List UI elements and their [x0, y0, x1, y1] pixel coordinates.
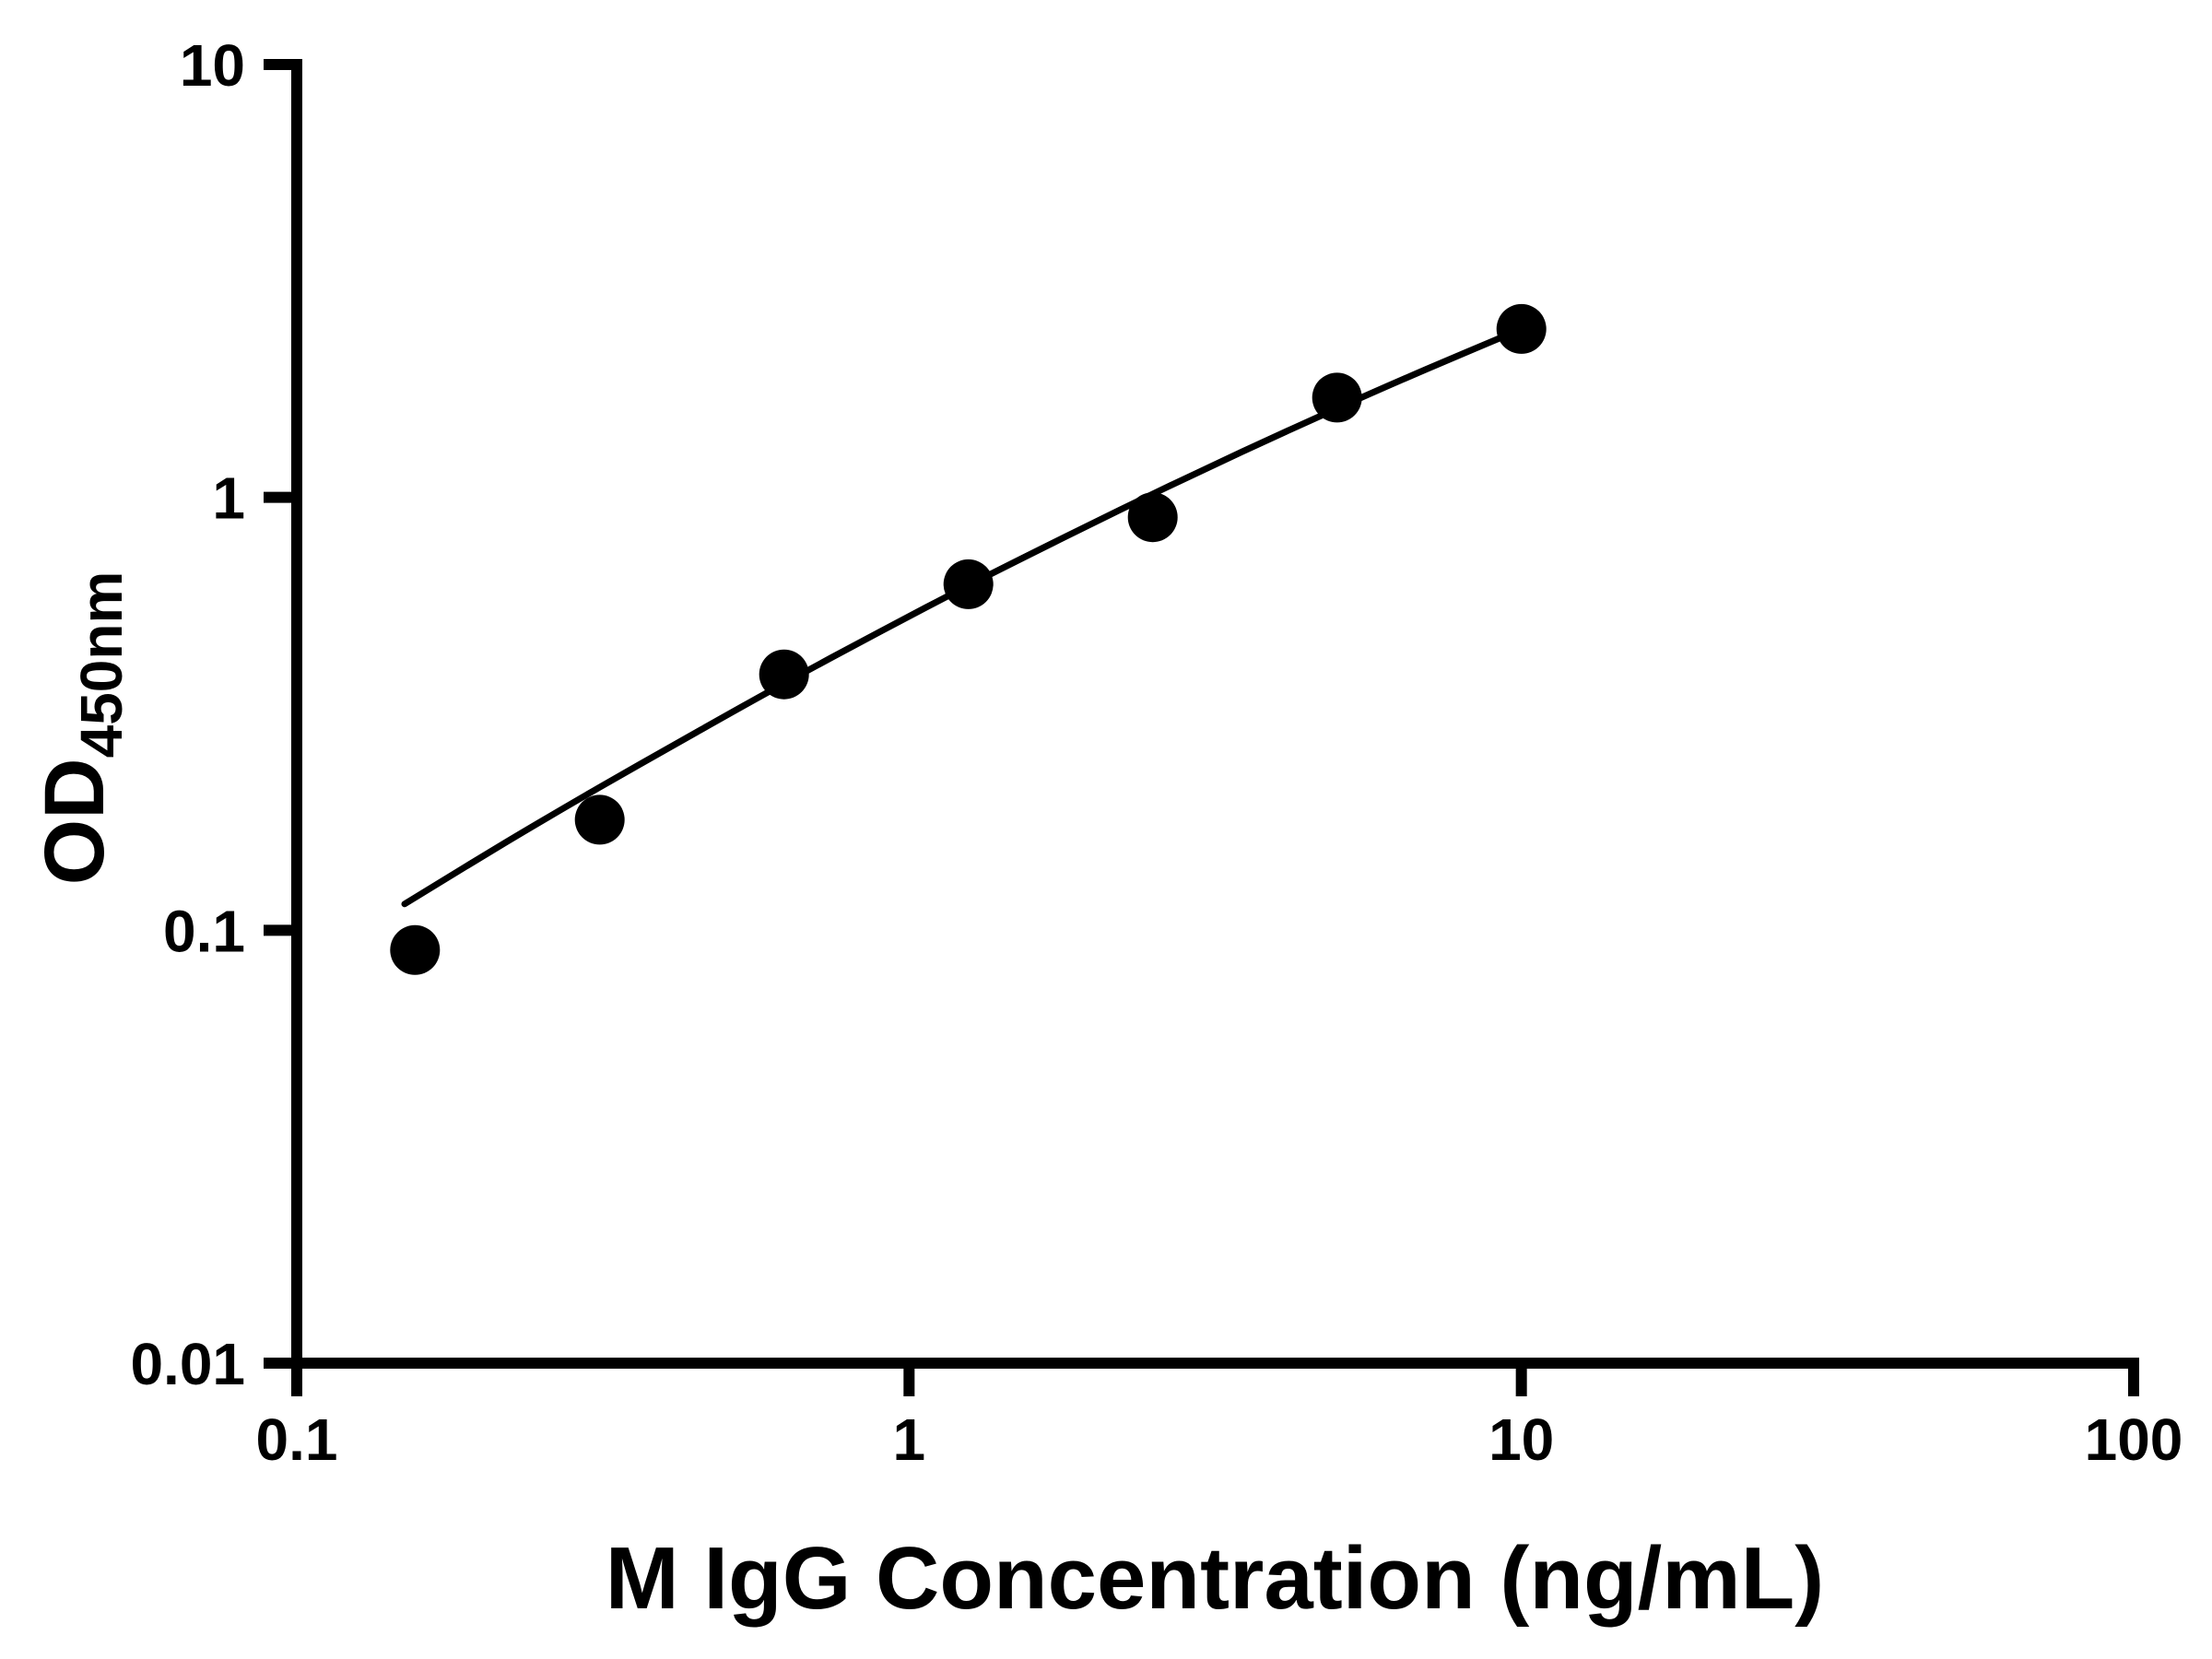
x-tick-label: 1	[893, 1406, 926, 1473]
data-point	[943, 559, 994, 609]
data-point	[1496, 303, 1547, 354]
data-point	[759, 649, 809, 700]
axis-lines	[291, 59, 2139, 1369]
y-axis-title-sub: 450nm	[68, 571, 135, 759]
data-point	[574, 794, 625, 845]
data-point	[1127, 492, 1178, 543]
axes-layer	[291, 59, 2139, 1369]
series-layer	[390, 303, 1547, 975]
x-tick-label: 0.1	[256, 1406, 338, 1473]
y-tick-label: 0.1	[163, 898, 245, 964]
y-tick-label: 1	[212, 465, 245, 532]
y-axis-title: OD450nm	[28, 571, 135, 886]
x-tick-label: 100	[2085, 1406, 2183, 1473]
y-tick-label: 10	[180, 32, 245, 99]
data-point	[390, 924, 441, 975]
y-tick-label: 0.01	[130, 1331, 245, 1397]
y-axis-title-main: OD	[28, 758, 122, 885]
x-axis-title: M IgG Concentration (ng/mL)	[606, 1529, 1825, 1628]
x-tick-label: 10	[1488, 1406, 1554, 1473]
data-point	[1312, 372, 1362, 423]
